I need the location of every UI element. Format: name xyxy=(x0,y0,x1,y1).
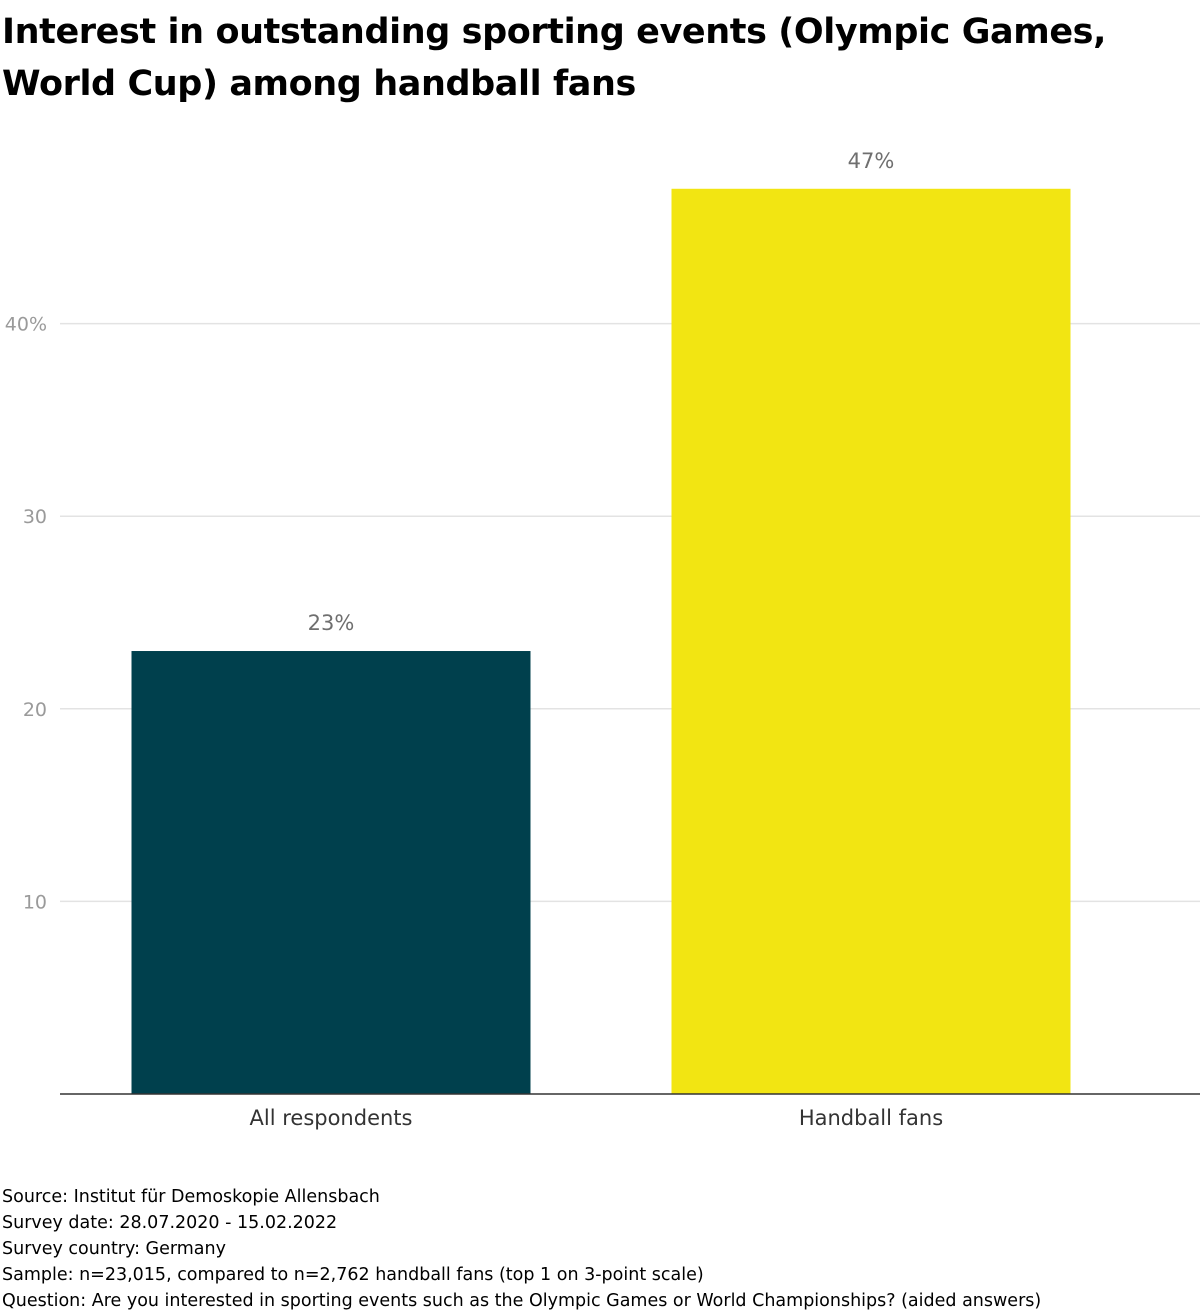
bar-handball-fans xyxy=(671,188,1071,1094)
value-labels: 23% 47% xyxy=(308,149,895,635)
x-category-label: All respondents xyxy=(250,1106,413,1130)
y-axis-ticks: 10 20 30 40% xyxy=(5,314,47,914)
y-tick-label: 20 xyxy=(23,699,47,721)
y-tick-label: 10 xyxy=(23,891,47,913)
survey-country-note: Survey country: Germany xyxy=(2,1239,226,1259)
bar-value-label: 47% xyxy=(848,149,895,173)
question-note: Question: Are you interested in sporting… xyxy=(2,1291,1042,1311)
bar-chart: 10 20 30 40% 23% 47% All respondents Handball… xyxy=(5,149,1200,1130)
bar-value-label: 23% xyxy=(308,611,355,635)
y-tick-label: 30 xyxy=(23,506,47,528)
chart-title: Interest in outstanding sporting events … xyxy=(2,12,1106,104)
bars xyxy=(131,188,1071,1094)
x-category-label: Handball fans xyxy=(799,1106,943,1130)
x-axis-labels: All respondents Handball fans xyxy=(250,1106,944,1130)
bar-all-respondents xyxy=(131,651,531,1094)
survey-date-note: Survey date: 28.07.2020 - 15.02.2022 xyxy=(2,1213,338,1233)
source-note: Source: Institut für Demoskopie Allensba… xyxy=(2,1187,380,1207)
chart-footer: Source: Institut für Demoskopie Allensba… xyxy=(2,1184,1198,1314)
y-tick-label: 40% xyxy=(5,314,47,336)
sample-note: Sample: n=23,015, compared to n=2,762 ha… xyxy=(2,1265,704,1285)
